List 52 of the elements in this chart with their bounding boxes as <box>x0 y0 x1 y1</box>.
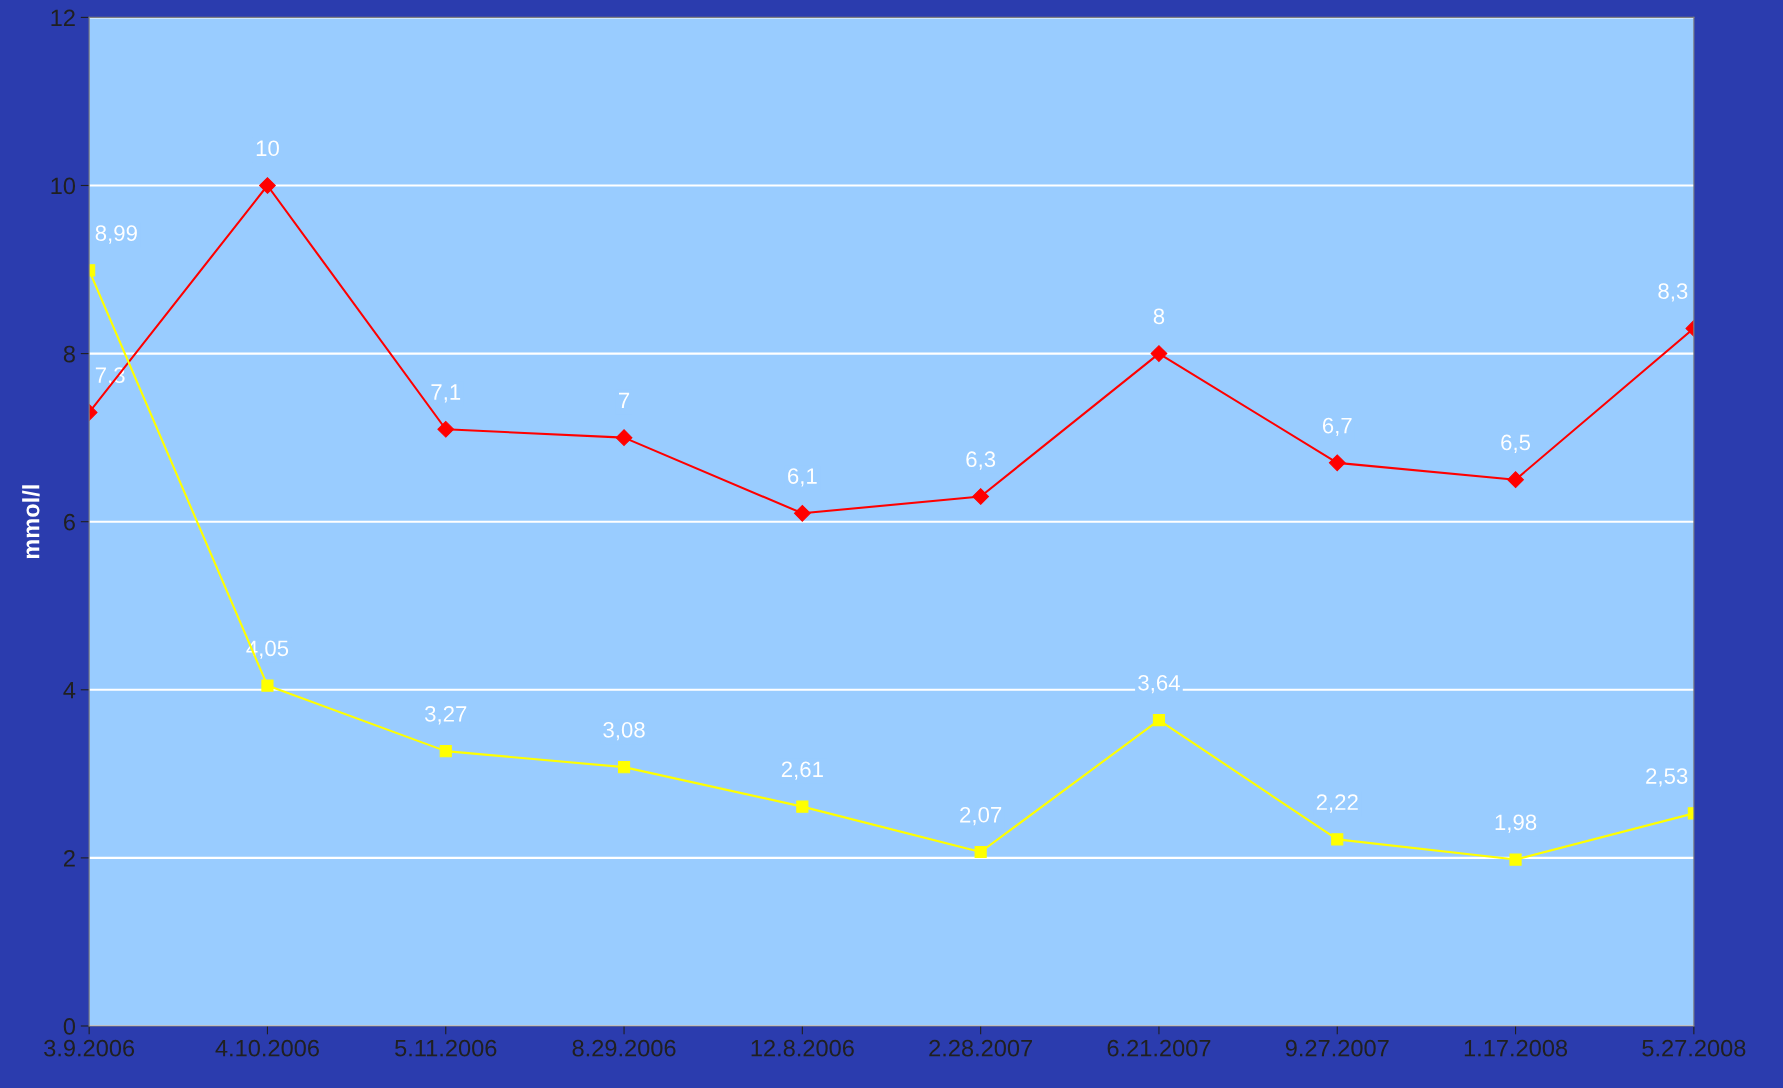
point <box>793 504 811 522</box>
point <box>796 800 809 813</box>
x-tick-label: 12.8.2006 <box>751 1039 854 1057</box>
data-label: 8 <box>1153 308 1165 325</box>
data-label: 6,7 <box>1322 417 1352 437</box>
y-tick-label: 6 <box>64 513 75 531</box>
data-label: 10 <box>256 140 279 157</box>
data-label: 8,99 <box>95 225 137 244</box>
y-tick-label: 12 <box>51 9 75 26</box>
point <box>972 488 990 505</box>
point <box>1331 833 1344 846</box>
point <box>617 761 631 774</box>
data-label: 3,08 <box>603 721 645 741</box>
y-tick-label: 4 <box>63 682 76 699</box>
y-tick-label: 0 <box>63 1018 76 1035</box>
data-label: 8,3 <box>1658 283 1688 302</box>
y-tick-label: 8 <box>63 345 75 363</box>
point <box>1507 471 1524 489</box>
x-tick-label: 1.17.2008 <box>1464 1039 1568 1057</box>
x-tick-label: 9.27.2007 <box>1285 1039 1389 1057</box>
x-tick-label: 8.29.2006 <box>572 1039 676 1057</box>
x-tick-label: 5.11.2006 <box>395 1039 497 1057</box>
point <box>439 745 452 758</box>
point <box>1509 853 1522 866</box>
y-tick-label: 2 <box>64 849 75 867</box>
point <box>261 679 274 692</box>
data-label: 7,1 <box>431 384 461 403</box>
data-label: 6,3 <box>966 451 996 470</box>
x-tick-label: 6.21.2007 <box>1107 1039 1211 1057</box>
point <box>1150 345 1168 362</box>
y-axis-title: mmol/l <box>22 485 40 559</box>
point <box>1328 454 1346 472</box>
x-tick-label: 2.28.2007 <box>929 1039 1032 1057</box>
data-label: 3,27 <box>424 706 467 725</box>
x-tick-label: 4.10.2006 <box>215 1039 319 1057</box>
point <box>974 845 987 859</box>
x-tick-label: 5.27.2008 <box>1642 1039 1746 1057</box>
data-label: 2,61 <box>781 761 823 780</box>
data-label: 2,22 <box>1316 794 1358 813</box>
data-label: 7 <box>619 392 630 409</box>
x-tick-label: 3.9.2006 <box>44 1039 135 1057</box>
data-label: 3,64 <box>1138 674 1180 694</box>
point <box>259 177 276 194</box>
point <box>615 429 633 447</box>
data-label: 6,1 <box>788 468 817 487</box>
data-label: 2,53 <box>1646 768 1688 787</box>
data-label: 1,98 <box>1495 814 1537 833</box>
data-label: 6,5 <box>1501 434 1531 453</box>
y-tick-label: 10 <box>51 177 76 195</box>
point <box>1152 713 1166 727</box>
point <box>437 420 455 438</box>
data-label: 2,07 <box>960 806 1002 826</box>
